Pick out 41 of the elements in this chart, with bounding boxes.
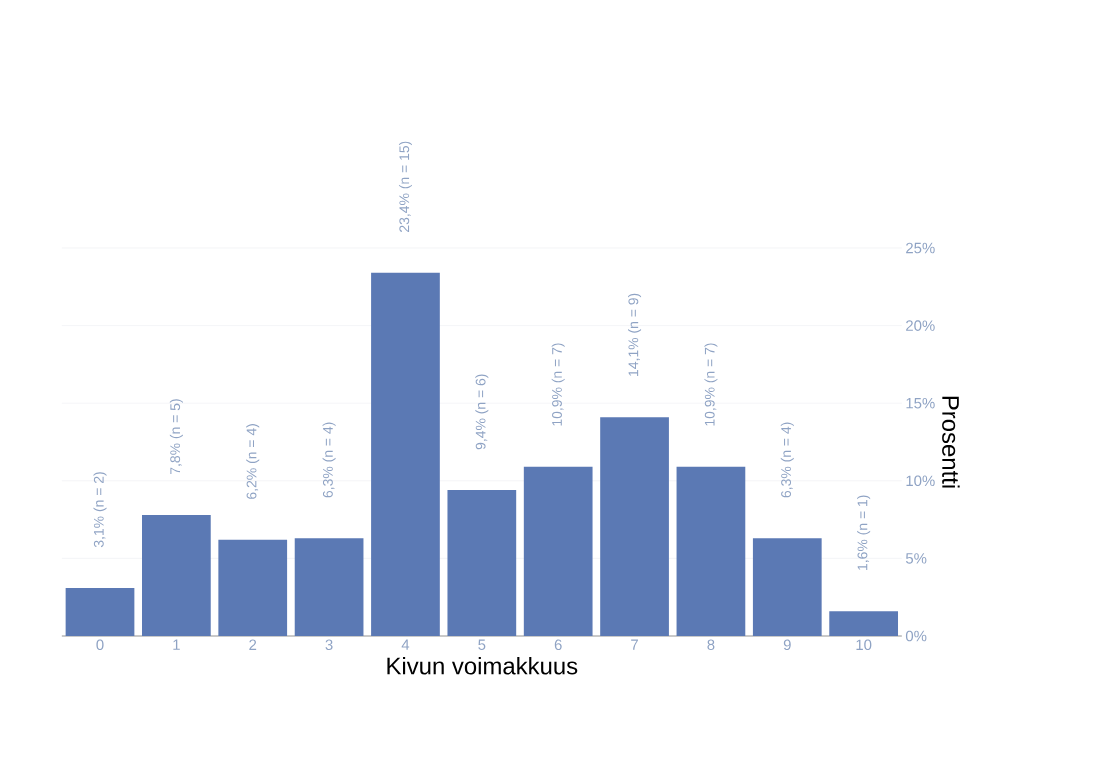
bar <box>829 611 899 636</box>
data-label: 9,4% (n = 6) <box>475 374 489 450</box>
x-tick-label: 4 <box>401 639 410 650</box>
x-tick-label: 2 <box>249 639 257 650</box>
y-tick-label: 25% <box>906 242 935 254</box>
y-tick-label: 5% <box>905 553 927 564</box>
bar <box>218 539 288 636</box>
bar <box>523 466 593 636</box>
bar <box>142 514 211 636</box>
data-label: 3,1% (n = 2) <box>93 472 107 548</box>
x-tick-label: 0 <box>96 639 104 651</box>
bar <box>447 490 517 636</box>
bar <box>371 272 440 636</box>
x-tick-label: 3 <box>325 639 333 651</box>
bar <box>752 538 822 636</box>
data-label: 23,4% (n = 15) <box>398 141 412 232</box>
y-tick-label: 20% <box>906 320 935 331</box>
x-tick-label: 10 <box>856 639 872 651</box>
x-tick-label: 1 <box>173 639 180 650</box>
bar <box>65 587 135 636</box>
x-tick-label: 5 <box>478 639 486 650</box>
y-tick-label: 15% <box>906 397 935 409</box>
data-label: 10,9% (n = 7) <box>704 343 718 426</box>
data-label: 6,2% (n = 4) <box>246 424 260 499</box>
data-label: 6,3% (n = 4) <box>780 422 794 498</box>
x-tick-label: 8 <box>707 639 715 651</box>
x-tick-label: 7 <box>631 639 638 650</box>
data-label: 1,6% (n = 1) <box>857 495 871 570</box>
y-tick-label: 10% <box>906 475 935 487</box>
x-tick-label: 9 <box>783 639 791 651</box>
data-label: 7,8% (n = 5) <box>169 399 183 475</box>
bar <box>600 417 669 636</box>
x-tick-label: 6 <box>554 639 562 651</box>
bar <box>294 538 364 636</box>
bar <box>676 466 746 636</box>
x-axis-title: Kivun voimakkuus <box>387 656 578 675</box>
y-tick-label: 0% <box>905 630 927 642</box>
data-label: 10,9% (n = 7) <box>551 343 565 426</box>
y-axis-title: Prosentti <box>942 396 960 488</box>
data-label: 14,1% (n = 9) <box>628 293 642 376</box>
data-label: 6,3% (n = 4) <box>322 422 336 498</box>
